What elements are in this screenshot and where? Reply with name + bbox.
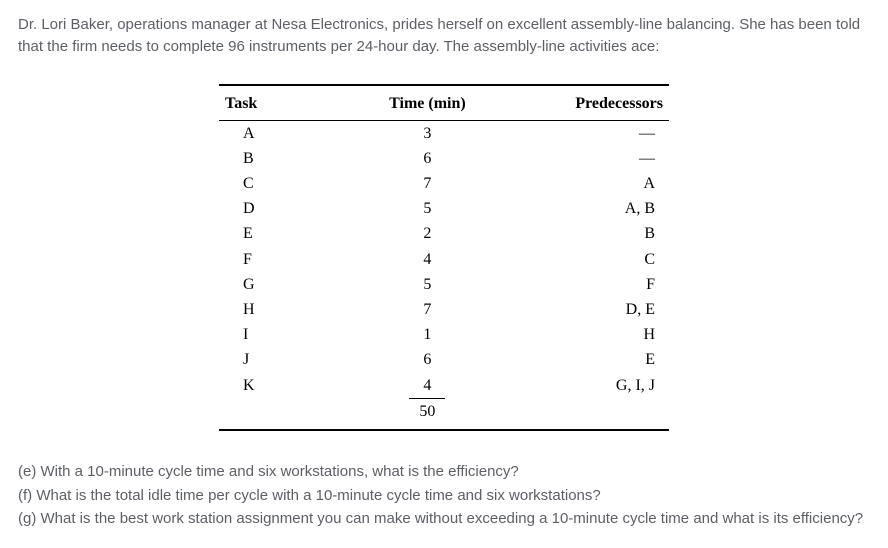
cell-pred: A, B bbox=[515, 196, 669, 221]
col-header-time: Time (min) bbox=[340, 85, 514, 121]
questions-block: (e) With a 10-minute cycle time and six … bbox=[18, 461, 870, 530]
cell-pred: C bbox=[515, 247, 669, 272]
cell-task: K bbox=[219, 373, 340, 398]
cell-task: A bbox=[219, 120, 340, 146]
cell-pred: A bbox=[515, 171, 669, 196]
cell-task: G bbox=[219, 272, 340, 297]
table-row: E 2 B bbox=[219, 221, 669, 246]
total-value: 50 bbox=[409, 398, 445, 423]
cell-total: 50 bbox=[340, 398, 514, 430]
table-row: F 4 C bbox=[219, 247, 669, 272]
cell-pred: F bbox=[515, 272, 669, 297]
table-total-row: 50 bbox=[219, 398, 669, 430]
cell-task: C bbox=[219, 171, 340, 196]
cell-task: H bbox=[219, 297, 340, 322]
table-row: B 6 — bbox=[219, 146, 669, 171]
cell-pred: — bbox=[515, 120, 669, 146]
cell-pred: H bbox=[515, 322, 669, 347]
cell-pred: G, I, J bbox=[515, 373, 669, 398]
cell-time: 3 bbox=[340, 120, 514, 146]
cell-pred: D, E bbox=[515, 297, 669, 322]
table-row: G 5 F bbox=[219, 272, 669, 297]
table-header-row: Task Time (min) Predecessors bbox=[219, 85, 669, 121]
col-header-task: Task bbox=[219, 85, 340, 121]
cell-pred: E bbox=[515, 347, 669, 372]
page: Dr. Lori Baker, operations manager at Ne… bbox=[0, 0, 888, 546]
cell-task: I bbox=[219, 322, 340, 347]
cell-pred: B bbox=[515, 221, 669, 246]
col-header-pred: Predecessors bbox=[515, 85, 669, 121]
cell-time: 7 bbox=[340, 297, 514, 322]
cell-time: 7 bbox=[340, 171, 514, 196]
table-row: K 4 G, I, J bbox=[219, 373, 669, 398]
cell-task: D bbox=[219, 196, 340, 221]
cell-time: 5 bbox=[340, 196, 514, 221]
activities-table: Task Time (min) Predecessors A 3 — B 6 —… bbox=[219, 84, 669, 431]
question-f: (f) What is the total idle time per cycl… bbox=[18, 485, 870, 507]
cell-task: F bbox=[219, 247, 340, 272]
cell-time: 5 bbox=[340, 272, 514, 297]
cell-time: 6 bbox=[340, 347, 514, 372]
table-row: C 7 A bbox=[219, 171, 669, 196]
table-container: Task Time (min) Predecessors A 3 — B 6 —… bbox=[18, 84, 870, 431]
cell-time: 2 bbox=[340, 221, 514, 246]
table-row: H 7 D, E bbox=[219, 297, 669, 322]
table-body: A 3 — B 6 — C 7 A D 5 A, B bbox=[219, 120, 669, 430]
table-row: D 5 A, B bbox=[219, 196, 669, 221]
cell-task: J bbox=[219, 347, 340, 372]
cell-time: 4 bbox=[340, 247, 514, 272]
cell-time: 1 bbox=[340, 322, 514, 347]
table-row: A 3 — bbox=[219, 120, 669, 146]
intro-paragraph: Dr. Lori Baker, operations manager at Ne… bbox=[18, 14, 870, 58]
cell-pred: — bbox=[515, 146, 669, 171]
table-row: I 1 H bbox=[219, 322, 669, 347]
cell-task: E bbox=[219, 221, 340, 246]
cell-task: B bbox=[219, 146, 340, 171]
cell-time: 4 bbox=[340, 373, 514, 398]
question-e: (e) With a 10-minute cycle time and six … bbox=[18, 461, 870, 483]
table-row: J 6 E bbox=[219, 347, 669, 372]
cell-time: 6 bbox=[340, 146, 514, 171]
question-g: (g) What is the best work station assign… bbox=[18, 508, 870, 530]
